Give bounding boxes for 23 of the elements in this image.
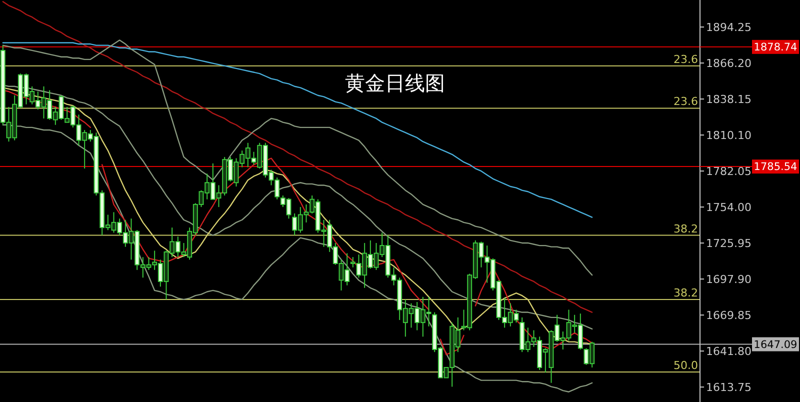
- annotation: 38.2: [674, 222, 698, 236]
- y-tick-label: 1641.80: [706, 344, 752, 358]
- annotation: 23.6: [674, 95, 698, 108]
- y-tick-label: 1613.75: [706, 380, 752, 394]
- line-series: [2, 42, 593, 218]
- y-tick-label: 1894.25: [706, 20, 752, 34]
- y-tick-label: 1669.85: [706, 308, 752, 322]
- ref-line-label: 1878.74: [754, 42, 798, 54]
- ref-line-label: 1785.54: [754, 161, 798, 174]
- annotation: 38.2: [674, 286, 698, 300]
- y-tick-label: 1838.15: [706, 92, 752, 106]
- y-tick-label: 1866.20: [706, 56, 752, 70]
- line-series: [2, 1, 593, 313]
- ref-line-label: 1647.09: [754, 338, 798, 351]
- annotation: 50.0: [674, 358, 698, 372]
- y-tick-label: 1810.10: [706, 128, 752, 142]
- y-tick-label: 1725.95: [706, 236, 752, 250]
- y-tick-label: 1782.05: [706, 164, 752, 178]
- y-tick-label: 1754.00: [706, 200, 752, 214]
- y-tick-label: 1697.90: [706, 272, 752, 286]
- text: 黄金日线图: [345, 71, 445, 95]
- line-series: [2, 40, 593, 276]
- annotation: 23.6: [674, 52, 698, 66]
